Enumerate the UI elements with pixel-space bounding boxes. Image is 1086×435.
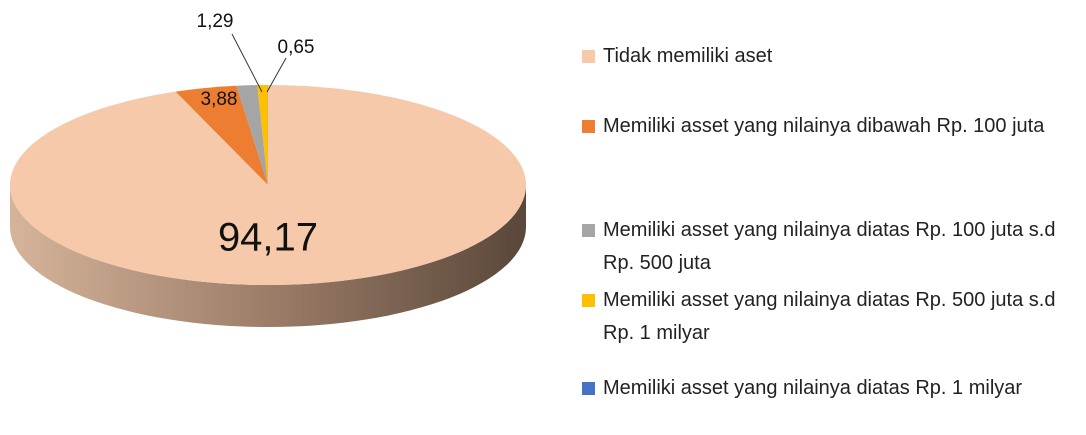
legend-swatch bbox=[582, 120, 595, 133]
leader-line bbox=[266, 57, 287, 93]
legend-item: Memiliki asset yang nilainya diatas Rp. … bbox=[582, 372, 1082, 405]
legend-swatch bbox=[582, 294, 595, 307]
legend-label: Memiliki asset yang nilainya dibawah Rp.… bbox=[603, 115, 1045, 137]
pie-slice bbox=[236, 85, 268, 185]
legend-item: Memiliki asset yang nilainya diatas Rp. … bbox=[582, 214, 1082, 280]
legend-item: Tidak memiliki aset bbox=[582, 40, 1082, 73]
legend-label: Memiliki asset yang nilainya diatas Rp. … bbox=[603, 377, 1023, 399]
pie-side bbox=[10, 185, 526, 327]
pie-slice bbox=[257, 85, 268, 185]
pie: 94,17 3,88 1,29 0,65 bbox=[9, 11, 526, 327]
legend-item: Memiliki asset yang nilainya diatas Rp. … bbox=[582, 284, 1082, 350]
legend-swatch bbox=[582, 50, 595, 63]
leader-line bbox=[231, 33, 263, 93]
legend-swatch bbox=[582, 382, 595, 395]
pie-slice bbox=[175, 85, 268, 185]
data-label: 3,88 bbox=[201, 89, 238, 110]
legend-label: Memiliki asset yang nilainya diatas Rp. … bbox=[603, 219, 1056, 274]
data-label: 94,17 bbox=[218, 216, 318, 260]
legend-item: Memiliki asset yang nilainya dibawah Rp.… bbox=[582, 110, 1082, 143]
legend-swatch bbox=[582, 224, 595, 237]
chart: 94,17 3,88 1,29 0,65 bbox=[9, 11, 526, 327]
data-label: 1,29 bbox=[197, 11, 234, 32]
data-label: 0,65 bbox=[278, 37, 315, 58]
legend-label: Tidak memiliki aset bbox=[603, 45, 773, 67]
legend-label: Memiliki asset yang nilainya diatas Rp. … bbox=[603, 289, 1056, 344]
